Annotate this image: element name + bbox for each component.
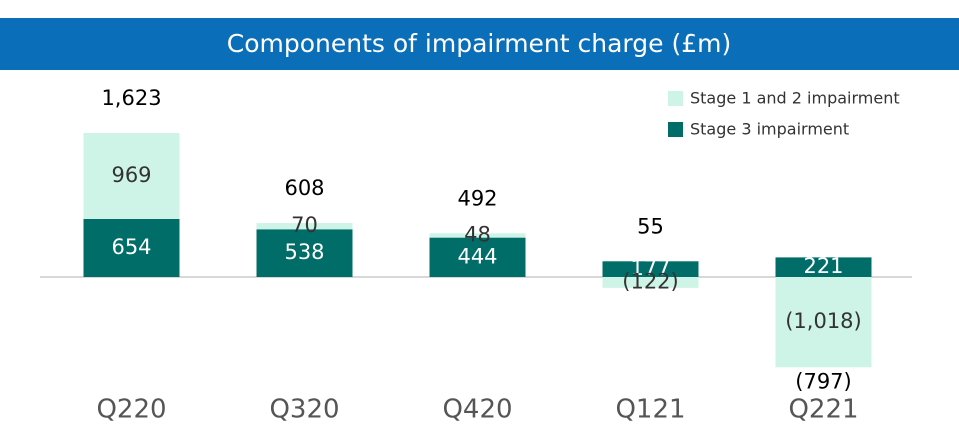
bar-segment — [256, 223, 353, 230]
value-label: 48 — [464, 222, 491, 246]
total-label: 492 — [457, 186, 497, 210]
chart-title: Components of impairment charge (£m) — [227, 29, 731, 58]
value-label: (1,018) — [785, 309, 862, 333]
bar-segment — [429, 233, 526, 238]
total-label: (797) — [795, 369, 851, 393]
total-label: 608 — [284, 176, 324, 200]
x-tick-label: Q420 — [442, 395, 512, 425]
legend-swatch — [668, 122, 683, 137]
bar-segment — [602, 261, 699, 277]
x-tick-label: Q320 — [269, 395, 339, 425]
value-label: 969 — [111, 163, 151, 187]
legend-swatch — [668, 91, 683, 106]
x-tick-label: Q220 — [96, 395, 166, 425]
title-banner — [0, 18, 959, 70]
x-tick-label: Q221 — [788, 395, 858, 425]
bar-segment — [83, 218, 180, 277]
value-label: (122) — [622, 269, 678, 293]
x-tick-label: Q121 — [615, 395, 685, 425]
total-label: 55 — [637, 214, 664, 238]
bar-segment — [256, 229, 353, 277]
bar-segment — [775, 257, 872, 277]
bar-segment — [775, 277, 872, 368]
value-label: 221 — [803, 254, 843, 278]
bar-segment — [429, 237, 526, 277]
legend-label: Stage 3 impairment — [690, 120, 849, 139]
legend-label: Stage 1 and 2 impairment — [690, 89, 900, 108]
bar-segment — [83, 133, 180, 219]
value-label: 538 — [284, 240, 324, 264]
value-label: 654 — [111, 235, 151, 259]
value-label: 177 — [630, 256, 670, 280]
bar-segment — [602, 277, 699, 288]
value-label: 444 — [457, 244, 497, 268]
total-label: 1,623 — [101, 86, 161, 110]
value-label: 70 — [291, 213, 318, 237]
